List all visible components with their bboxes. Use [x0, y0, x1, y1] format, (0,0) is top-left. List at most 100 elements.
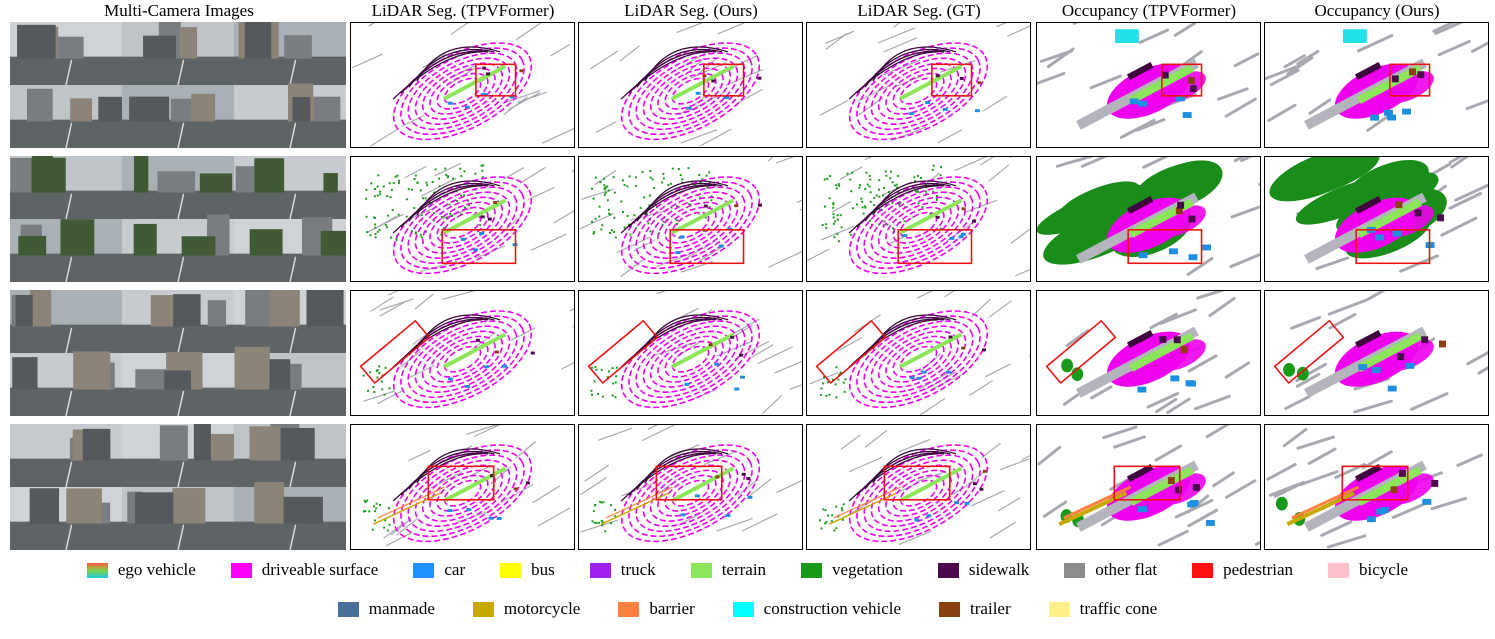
- seg-tpv-panel-4: [350, 424, 575, 550]
- legend-item-pedestrian: pedestrian: [1192, 560, 1293, 580]
- legend-label: motorcycle: [503, 599, 581, 618]
- visualization: [589, 23, 764, 147]
- legend-label: bicycle: [1359, 560, 1409, 579]
- seg-ours-panel-3: [578, 290, 803, 416]
- legend-swatch: [86, 562, 108, 578]
- camera-mosaic: [10, 156, 346, 282]
- seg-ours-panel-2: [578, 156, 803, 282]
- legend-swatch: [1064, 562, 1086, 578]
- legend-swatch: [732, 601, 754, 617]
- seg-tpv-panel-3: [350, 290, 575, 416]
- legend-item-barrier: barrier: [618, 599, 695, 619]
- visualization: [818, 429, 1030, 545]
- camera-image-4: [10, 424, 346, 550]
- legend-item-trailer: trailer: [939, 599, 1011, 619]
- legend-row-1: ego vehicle driveable surface car bus truck t…: [0, 559, 1495, 581]
- header-occ-tpvformer: Occupancy (TPVFormer): [1061, 1, 1237, 20]
- legend-swatch: [472, 601, 494, 617]
- legend-label: driveable surface: [261, 560, 379, 579]
- legend-swatch: [690, 562, 712, 578]
- visualization: [1045, 291, 1251, 414]
- legend-label: ego vehicle: [117, 560, 196, 579]
- camera-image-2: [10, 156, 346, 282]
- camera-mosaic: [10, 22, 346, 148]
- seg-tpv-panel-1: [350, 22, 575, 148]
- header-seg-ours: LiDAR Seg. (Ours): [624, 1, 758, 20]
- visualization: [807, 157, 1030, 277]
- occ-ours-panel-2: [1264, 156, 1489, 282]
- legend-item-terrain: terrain: [690, 560, 767, 580]
- legend-item-bus: bus: [500, 560, 555, 580]
- occ-tpv-panel-3: [1036, 290, 1261, 416]
- occ-tpv-panel-4: [1036, 424, 1261, 550]
- legend-item-vegetation: vegetation: [801, 560, 903, 580]
- legend-swatch: [589, 562, 611, 578]
- visualization: [362, 425, 571, 546]
- legend-item-construction-vehicle: construction vehicle: [732, 599, 902, 619]
- legend-swatch: [801, 562, 823, 578]
- visualization: [819, 23, 1030, 144]
- legend-item-bicycle: bicycle: [1328, 560, 1408, 580]
- legend-label: barrier: [649, 599, 695, 618]
- visualization: [1269, 157, 1488, 273]
- legend-swatch: [937, 562, 959, 578]
- visualization: [809, 291, 1030, 415]
- occ-ours-panel-1: [1264, 22, 1489, 148]
- occ-ours-panel-4: [1264, 424, 1489, 550]
- seg-gt-panel-2: [806, 156, 1031, 282]
- legend-label: car: [444, 560, 466, 579]
- camera-mosaic: [10, 424, 346, 550]
- visualization: [1273, 291, 1488, 414]
- legend-item-car: car: [413, 560, 465, 580]
- visualization: [579, 157, 802, 278]
- legend-swatch: [1192, 562, 1214, 578]
- legend-label: truck: [620, 560, 656, 579]
- visualization: [365, 163, 574, 275]
- seg-ours-panel-4: [578, 424, 803, 550]
- seg-gt-panel-1: [806, 22, 1031, 148]
- legend-item-motorcycle: motorcycle: [472, 599, 581, 619]
- legend-item-ego-vehicle: ego vehicle: [86, 560, 196, 580]
- legend-label: traffic cone: [1079, 599, 1158, 618]
- seg-ours-panel-1: [578, 22, 803, 148]
- legend-swatch: [230, 562, 252, 578]
- legend-label: bus: [531, 560, 555, 579]
- header-camera: Multi-Camera Images: [104, 1, 254, 20]
- legend-label: vegetation: [832, 560, 903, 579]
- legend-swatch: [1048, 601, 1070, 617]
- legend-label: terrain: [721, 560, 767, 579]
- legend-item-driveable-surface: driveable surface: [230, 560, 379, 580]
- visualization: [1265, 23, 1488, 132]
- seg-tpv-panel-2: [350, 156, 575, 282]
- header-seg-tpvformer: LiDAR Seg. (TPVFormer): [371, 1, 555, 20]
- occ-tpv-panel-2: [1036, 156, 1261, 282]
- occ-ours-panel-3: [1264, 290, 1489, 416]
- legend-swatch: [337, 601, 359, 617]
- visualization: [1037, 23, 1260, 139]
- visualization: [1266, 428, 1483, 549]
- header-seg-gt: LiDAR Seg. (GT): [857, 1, 981, 20]
- legend-swatch: [413, 562, 435, 578]
- legend-label: manmade: [368, 599, 435, 618]
- legend-item-traffic-cone: traffic cone: [1048, 599, 1158, 619]
- legend-label: sidewalk: [968, 560, 1030, 579]
- legend-label: construction vehicle: [763, 599, 902, 618]
- seg-gt-panel-4: [806, 424, 1031, 550]
- legend-row-2: manmade motorcycle barrier construction veh…: [0, 598, 1495, 620]
- visualization: [1037, 425, 1260, 547]
- visualization: [359, 291, 574, 409]
- legend-item-manmade: manmade: [337, 599, 435, 619]
- camera-mosaic: [10, 290, 346, 416]
- visualization: [1037, 157, 1260, 276]
- camera-image-1: [10, 22, 346, 148]
- legend-swatch: [939, 601, 961, 617]
- header-occ-ours: Occupancy (Ours): [1314, 1, 1440, 20]
- legend-swatch: [500, 562, 522, 578]
- visualization: [351, 23, 574, 147]
- legend-item-sidewalk: sidewalk: [937, 560, 1030, 580]
- visualization: [587, 291, 802, 414]
- seg-gt-panel-3: [806, 290, 1031, 416]
- legend-label: other flat: [1095, 560, 1158, 579]
- legend-label: pedestrian: [1223, 560, 1293, 579]
- legend-swatch: [618, 601, 640, 617]
